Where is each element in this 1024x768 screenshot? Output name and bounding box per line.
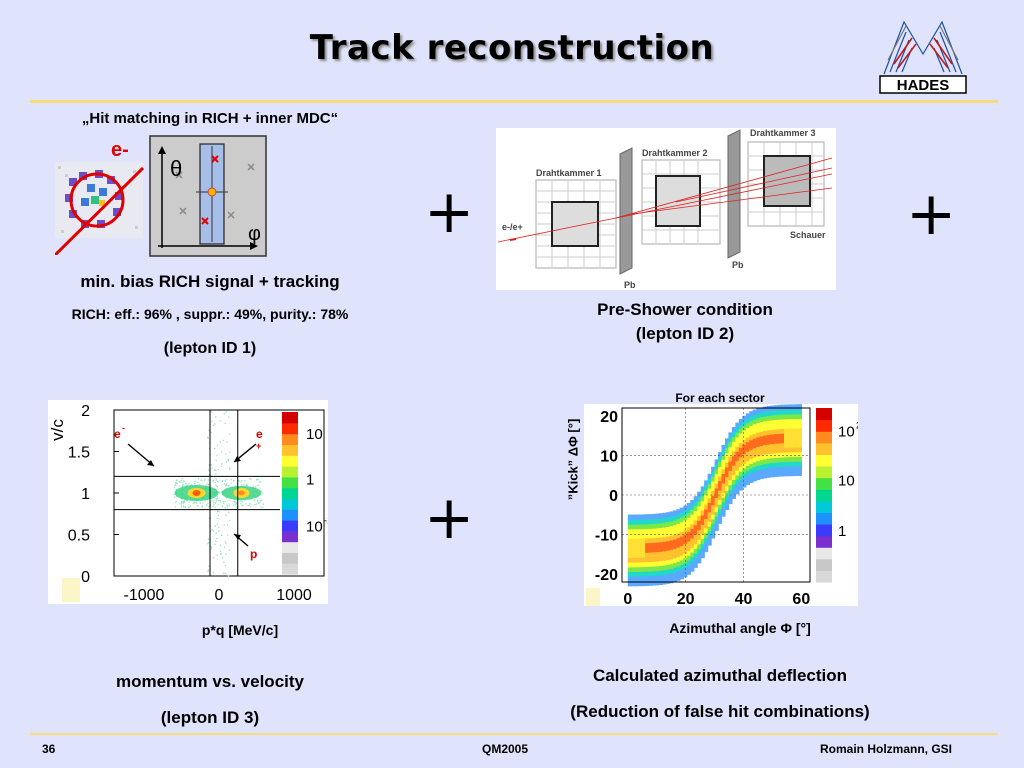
rich-mdc-sketch: θ φ — [148, 134, 268, 258]
kick-caption-2: (Reduction of false hit combinations) — [570, 702, 870, 721]
mv-cbar-tick-0: 10 — [306, 426, 323, 443]
plus-sign-1: + — [424, 177, 475, 247]
proton-label: p — [250, 547, 257, 561]
mv-ytick-2: 1 — [81, 486, 90, 503]
beam-label: e-/e+ — [502, 222, 523, 232]
momentum-caption-1: momentum vs. velocity — [115, 672, 304, 691]
momentum-caption-2: (lepton ID 3) — [160, 708, 260, 727]
preshower-diagram: Drahtkammer 1 Pb Drahtkammer 2 Pb Drahtk… — [496, 128, 836, 290]
kp-xlabel: Azimuthal angle Φ [°] — [669, 620, 811, 636]
footer-page-number: 36 — [42, 742, 56, 756]
mv-xtick-1: 0 — [215, 587, 224, 604]
rich-caption-3: (lepton ID 1) — [163, 340, 257, 357]
phi-label: φ — [248, 223, 261, 245]
mv-cbar-tick-2: 10 — [306, 518, 323, 535]
shower-caption-2: (lepton ID 2) — [635, 324, 735, 343]
rich-caption-2: RICH: eff.: 96% , suppr.: 49%, purity.: … — [71, 306, 349, 322]
kp-xtick-3: 60 — [792, 591, 810, 606]
mv-ytick-3: 1.5 — [68, 445, 90, 462]
rich-caption-1: min. bias RICH signal + tracking — [80, 272, 340, 291]
logo-text: HADES — [897, 77, 950, 94]
kp-ylabel: ”Kick” ΔΦ [°] — [558, 400, 588, 530]
mv-xtick-2: 1000 — [276, 587, 312, 604]
schauer-label: Schauer — [790, 230, 826, 240]
chamber-3-label: Drahtkammer 3 — [750, 128, 816, 138]
kp-ytick-0: 20 — [600, 409, 618, 426]
pb-label-2: Pb — [732, 260, 744, 270]
positron-label: e — [256, 427, 263, 441]
mv-ylabel: v/c — [44, 412, 74, 452]
mv-ytick-0: 0 — [81, 569, 90, 586]
kp-ytick-2: 0 — [609, 488, 618, 505]
kick-top-label: For each sector — [675, 391, 765, 405]
chamber-1-label: Drahtkammer 1 — [536, 168, 602, 178]
mv-xtick-0: -1000 — [124, 587, 165, 604]
hades-logo: HADES — [876, 14, 970, 96]
kp-ytick-1: 10 — [600, 448, 618, 465]
kp-cbar-tick-2: 1 — [838, 523, 846, 540]
chamber-2-label: Drahtkammer 2 — [642, 148, 708, 158]
kick-caption-1: Calculated azimuthal deflection — [592, 666, 848, 685]
mv-cbar-exp-2: -1 — [324, 515, 328, 525]
plus-sign-2: + — [906, 179, 957, 249]
footer-divider — [30, 733, 998, 735]
footer-conference: QM2005 — [482, 742, 529, 756]
title-divider — [30, 100, 998, 103]
footer-author: Romain Holzmann, GSI — [820, 742, 953, 756]
mv-cbar-tick-1: 1 — [306, 471, 314, 488]
kp-cbar-tick-1: 10 — [838, 472, 855, 489]
shower-caption-1: Pre-Shower condition — [597, 300, 773, 319]
kp-ytick-3: -10 — [595, 528, 618, 545]
chamber-1-grid — [535, 179, 617, 269]
kp-ytick-4: -20 — [595, 567, 618, 584]
mv-ylabel-text: v/c — [48, 419, 67, 441]
positron-sup: + — [256, 441, 261, 451]
kp-cbar-exp-0: 2 — [856, 421, 858, 431]
mv-xlabel: p*q [MeV/c] — [201, 622, 279, 638]
electron-sup: - — [122, 423, 125, 433]
pb-label-1: Pb — [624, 280, 636, 290]
rich-electron-label: e- — [111, 140, 129, 161]
kp-ylabel-text: ”Kick” ΔΦ [°] — [565, 418, 581, 501]
kp-xtick-2: 40 — [735, 591, 753, 606]
plus-sign-3: + — [424, 483, 475, 553]
slide-title: Track reconstruction — [309, 28, 715, 68]
kp-xtick-0: 0 — [623, 591, 632, 606]
mv-ytick-1: 0.5 — [68, 528, 90, 545]
hades-logo-icon: HADES — [879, 20, 967, 94]
mv-ytick-4: 2 — [81, 403, 90, 420]
kp-xtick-1: 20 — [677, 591, 695, 606]
kp-cbar-tick-0: 10 — [838, 424, 855, 441]
rich-ring-image: e- — [43, 139, 150, 267]
theta-label: θ — [170, 156, 182, 181]
rich-heading: „Hit matching in RICH + inner MDC“ — [81, 110, 339, 127]
electron-label: e — [114, 427, 121, 441]
